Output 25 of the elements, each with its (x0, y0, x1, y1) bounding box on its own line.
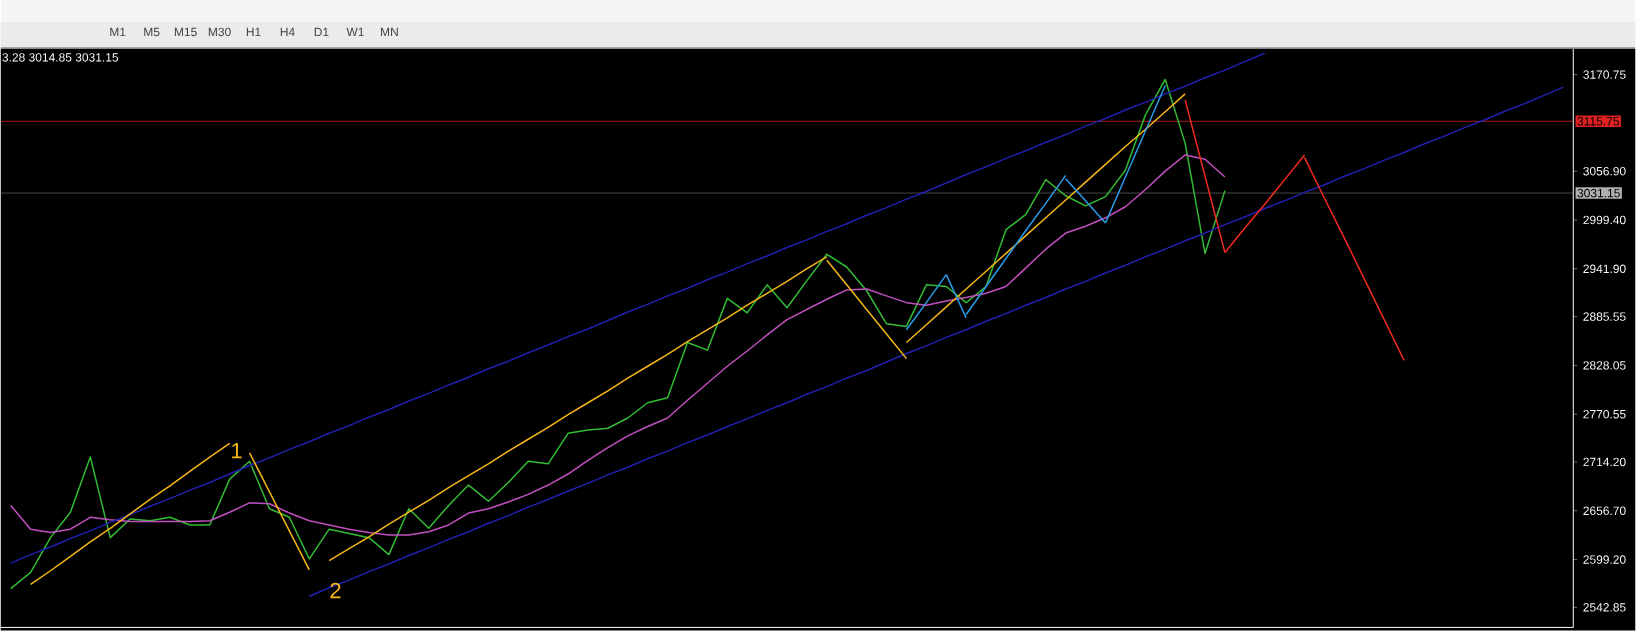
ref-line-label: 3031.15 (1577, 188, 1620, 198)
annotation: 1 (232, 442, 242, 459)
text: H4 (280, 27, 295, 36)
annotation: 2 (330, 582, 341, 598)
y-tick-label: 2999.40 (1583, 215, 1626, 225)
text: MN (381, 27, 398, 36)
y-tick-label: 2542.85 (1583, 602, 1626, 612)
y-tick-label: 2656.70 (1583, 506, 1626, 515)
text: H1 (246, 27, 261, 36)
y-tick-label: 2828.05 (1583, 361, 1626, 370)
text: W1 (346, 27, 364, 36)
y-tick-label: 2599.20 (1583, 555, 1626, 564)
text: M30 (208, 27, 231, 37)
y-tick-label: 3056.90 (1583, 166, 1626, 176)
text: M1 (110, 27, 126, 36)
y-tick-label: 2714.20 (1583, 457, 1626, 467)
text: M15 (174, 27, 197, 36)
y-tick-label: 2885.55 (1583, 312, 1626, 321)
y-tick-label: 3170.75 (1583, 70, 1626, 79)
ref-line-label: 3115.75 (1577, 116, 1619, 126)
text: D1 (314, 27, 329, 36)
y-tick-label: 2941.90 (1583, 264, 1626, 273)
y-tick-label: 2770.55 (1583, 409, 1626, 419)
annotation: 3.28 3014.85 3031.15 (2, 53, 119, 62)
text: M5 (144, 27, 160, 36)
